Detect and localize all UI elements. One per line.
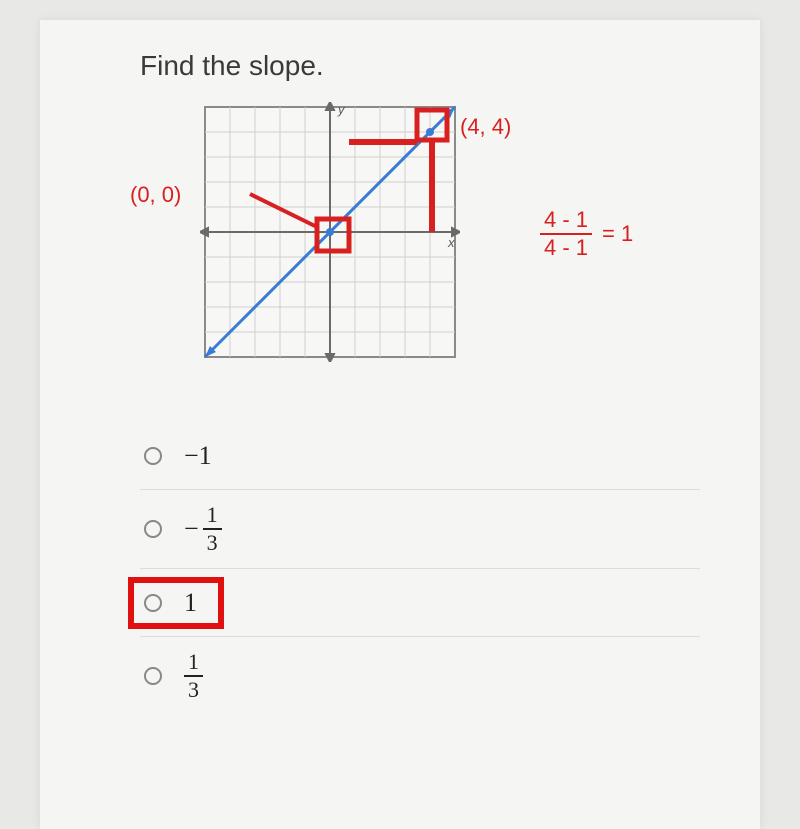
frac-den: 3 bbox=[203, 530, 222, 554]
x-axis-label: x bbox=[447, 235, 455, 250]
option-row-1[interactable]: − 1 3 bbox=[140, 490, 700, 569]
frac-num: 1 bbox=[203, 504, 222, 530]
calc-denominator: 4 - 1 bbox=[540, 235, 592, 261]
worksheet-page: Find the slope. y bbox=[40, 20, 760, 829]
option-row-3[interactable]: 1 3 bbox=[140, 637, 700, 715]
option-row-2[interactable]: 1 bbox=[140, 569, 700, 637]
answer-highlight-box bbox=[128, 577, 224, 629]
option-row-0[interactable]: −1 bbox=[140, 422, 700, 490]
radio-icon[interactable] bbox=[144, 594, 162, 612]
question-title: Find the slope. bbox=[140, 50, 700, 82]
option-text-2: 1 bbox=[184, 588, 197, 618]
slope-calculation: 4 - 1 4 - 1 = 1 bbox=[540, 207, 633, 262]
frac-den: 3 bbox=[184, 677, 203, 701]
radio-icon[interactable] bbox=[144, 520, 162, 538]
point-origin bbox=[326, 228, 334, 236]
calc-result: = 1 bbox=[602, 221, 633, 247]
chart-area: y x (0, 0) (4, 4) 4 - 1 4 - 1 = 1 bbox=[140, 102, 700, 382]
radio-icon[interactable] bbox=[144, 667, 162, 685]
radio-icon[interactable] bbox=[144, 447, 162, 465]
answer-options: −1 − 1 3 1 1 3 bbox=[140, 422, 700, 715]
option-text-3: 1 3 bbox=[184, 651, 203, 701]
point-44 bbox=[426, 128, 434, 136]
point-label-origin: (0, 0) bbox=[130, 182, 181, 208]
option-text-0: −1 bbox=[184, 441, 212, 471]
frac-num: 1 bbox=[184, 651, 203, 677]
point-label-44: (4, 4) bbox=[460, 114, 511, 140]
option-text-1: − 1 3 bbox=[184, 504, 222, 554]
calc-numerator: 4 - 1 bbox=[540, 207, 592, 235]
slope-graph: y x bbox=[200, 102, 460, 362]
minus-sign: − bbox=[184, 514, 199, 544]
